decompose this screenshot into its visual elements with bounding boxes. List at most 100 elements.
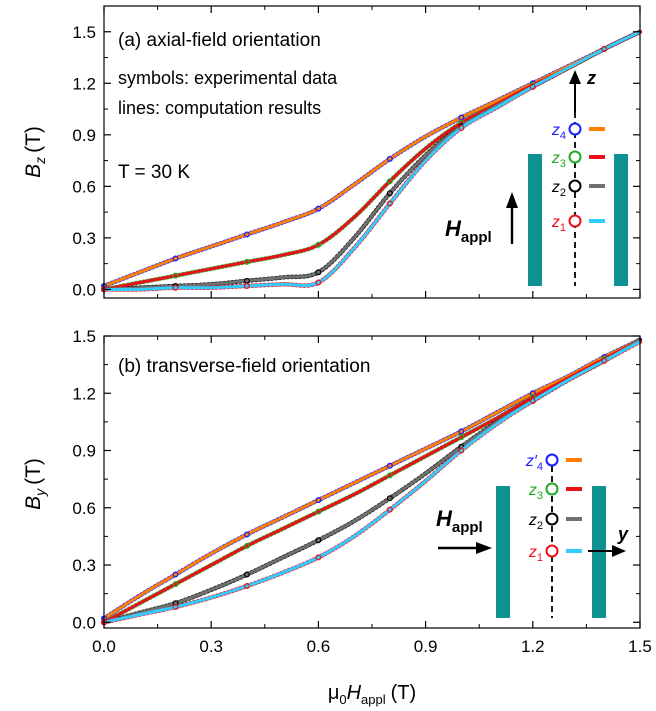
sensor-label-3: z2 (551, 179, 566, 199)
panel-b-ylabel: By(T) (22, 458, 48, 510)
sensor-marker-1 (568, 122, 582, 136)
field-arrowhead (476, 542, 492, 554)
panel-a-data (100, 29, 643, 293)
field-arrowhead (506, 192, 518, 208)
field-label: Happl (436, 506, 483, 536)
sensor-label-1: z4 (551, 122, 566, 142)
data-point-z3 (172, 581, 179, 588)
panel-b-data (100, 337, 643, 626)
data-point-z1 (386, 506, 393, 513)
y-tick-label: 0.9 (72, 442, 96, 461)
data-point-z3 (458, 434, 465, 441)
panel-b-transverse: 0.0 0.3 0.6 0.9 1.2 1.5 (b) transverse-field … (22, 327, 643, 632)
data-point-z3 (243, 542, 250, 549)
data-point-z'4 (386, 462, 393, 469)
y-axis-arrowhead (612, 545, 626, 557)
bore-wall-left (528, 154, 542, 286)
data-point-z1 (172, 604, 179, 611)
sensor-label-4: z1 (551, 214, 566, 234)
panel-a-ticks: 0.0 0.3 0.6 0.9 1.2 1.5 (72, 6, 641, 299)
temperature-label: T = 30 K (118, 162, 190, 183)
x-tick-label: 1.2 (521, 637, 545, 656)
sensor-label-3: z2 (528, 512, 543, 532)
computed-line-z1 (103, 30, 641, 292)
x-tick-label: 1.5 (628, 637, 652, 656)
data-point-z1 (458, 124, 465, 131)
y-tick-label: 0.9 (72, 126, 96, 145)
data-point-z'4 (172, 571, 179, 578)
bore-wall-right (614, 154, 628, 286)
data-point-z1 (529, 83, 536, 90)
computed-line-z3 (103, 338, 641, 624)
y-tick-label: 0.6 (72, 499, 96, 518)
field-label: Happl (445, 216, 492, 246)
y-tick-label: 1.5 (72, 327, 96, 346)
data-point-z2 (386, 190, 393, 197)
data-point-z3 (172, 272, 179, 279)
z-axis-arrowhead (569, 70, 581, 84)
panel-a-ylabel: Bz(T) (22, 126, 48, 178)
panel-b-inset-schematic: z′4 z3 z2 z1 y Happl (436, 453, 629, 618)
data-point-z1 (458, 447, 465, 454)
note-symbols: symbols: experimental data (118, 68, 338, 88)
computed-line-z'4 (103, 338, 641, 620)
sensor-marker-2 (568, 150, 582, 164)
y-tick-label: 0.3 (72, 229, 96, 248)
data-point-z1 (172, 284, 179, 291)
y-tick-label: 0.0 (72, 613, 96, 632)
sensor-marker-2 (545, 482, 559, 496)
x-tick-label: 0.6 (307, 637, 331, 656)
data-point-z3 (315, 241, 322, 248)
y-tick-label: 1.2 (72, 384, 96, 403)
z-axis-label: z (586, 68, 596, 88)
sensor-label-2: z3 (551, 150, 566, 170)
data-point-z1 (386, 200, 393, 207)
bore-wall-left (496, 486, 510, 618)
panel-b-ticks: 0.0 0.3 0.6 0.9 1.2 1.5 (72, 327, 641, 632)
sensor-label-2: z3 (528, 482, 543, 502)
panel-a-label: (a) axial-field orientation (118, 30, 321, 51)
data-point-z3 (315, 508, 322, 515)
y-tick-label: 0.0 (72, 280, 96, 299)
y-axis-label: y (617, 524, 629, 544)
computed-line-z1 (103, 340, 641, 624)
x-tick-label: 0.0 (92, 637, 116, 656)
data-point-z1 (243, 282, 250, 289)
y-tick-label: 0.3 (72, 556, 96, 575)
data-point-z4 (315, 205, 322, 212)
panel-a-inset-schematic: z4 z3 z2 z1 z Happl (445, 68, 628, 286)
computed-line-z4 (103, 30, 641, 288)
data-point-z2 (386, 495, 393, 502)
y-tick-label: 1.5 (72, 23, 96, 42)
sensor-label-1: z′4 (525, 453, 543, 473)
data-point-z1 (601, 45, 608, 52)
note-lines: lines: computation results (118, 98, 321, 118)
sensor-marker-1 (545, 453, 559, 467)
panel-b-label: (b) transverse-field orientation (118, 356, 370, 377)
data-point-z1 (243, 583, 250, 590)
x-tick-label: 0.3 (199, 637, 223, 656)
data-point-z1 (315, 554, 322, 561)
data-point-z2 (243, 571, 250, 578)
x-tick-labels: 0.0 0.3 0.6 0.9 1.2 1.5 (92, 637, 652, 656)
data-point-z3 (386, 178, 393, 185)
sensor-label-4: z1 (528, 544, 543, 564)
data-point-z2 (315, 269, 322, 276)
sensor-marker-4 (568, 214, 582, 228)
sensor-marker-4 (545, 544, 559, 558)
sensor-marker-3 (568, 179, 582, 193)
panel-a-axial: 0.0 0.3 0.6 0.9 1.2 1.5 (a) axial-field orien… (22, 5, 643, 299)
data-point-z4 (243, 231, 250, 238)
data-point-z4 (172, 255, 179, 262)
data-point-z4 (386, 155, 393, 162)
data-point-z3 (386, 472, 393, 479)
data-point-z2 (315, 537, 322, 544)
data-point-z1 (529, 397, 536, 404)
y-tick-label: 1.2 (72, 74, 96, 93)
x-tick-label: 0.9 (414, 637, 438, 656)
x-axis-label: μ0Happl (T) (328, 682, 416, 707)
data-point-z'4 (243, 531, 250, 538)
data-point-z1 (601, 357, 608, 364)
data-point-z'4 (315, 497, 322, 504)
